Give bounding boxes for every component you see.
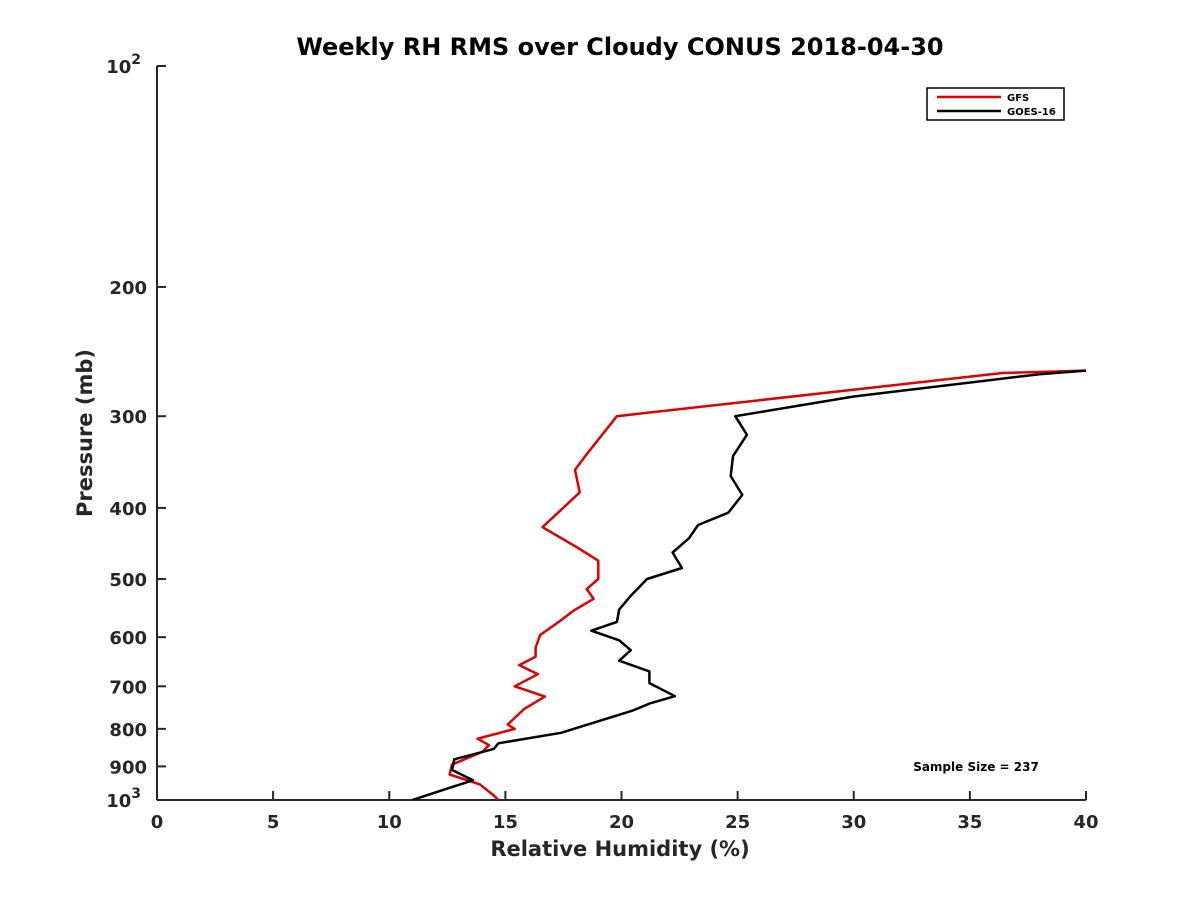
x-tick-label: 15 bbox=[493, 812, 518, 833]
y-tick-label: 900 bbox=[109, 757, 147, 778]
y-tick-label: 800 bbox=[109, 720, 147, 741]
x-axis-label: Relative Humidity (%) bbox=[490, 837, 749, 861]
plot-area bbox=[412, 369, 1086, 800]
y-tick-label: 400 bbox=[109, 499, 147, 520]
y-tick-label: 300 bbox=[109, 407, 147, 428]
legend-box bbox=[926, 87, 1065, 121]
sample-size-annotation: Sample Size = 237 bbox=[913, 760, 1039, 774]
y-tick-label: 102 bbox=[106, 52, 141, 78]
axes: 0 5 10 15 20 25 30 35 40 102 200 300 400 500 600 700 800… bbox=[106, 52, 1098, 833]
x-tick-label: 5 bbox=[267, 812, 280, 833]
x-tick-label: 25 bbox=[725, 812, 750, 833]
chart-title: Weekly RH RMS over Cloudy CONUS 2018-04-… bbox=[296, 33, 943, 61]
x-tick-label: 10 bbox=[377, 812, 402, 833]
y-tick-label: 700 bbox=[109, 677, 147, 698]
series-line-gfs bbox=[448, 369, 1086, 800]
x-tick-label: 30 bbox=[841, 812, 866, 833]
y-tick-label: 200 bbox=[109, 278, 147, 299]
legend-label-gfs: GFS bbox=[1007, 93, 1029, 104]
x-tick-label: 35 bbox=[957, 812, 982, 833]
x-tick-label: 20 bbox=[609, 812, 634, 833]
y-axis-label: Pressure (mb) bbox=[73, 349, 97, 517]
x-tick-label: 40 bbox=[1073, 812, 1098, 833]
legend-label-goes-16: GOES-16 bbox=[1007, 107, 1056, 118]
x-tick-label: 0 bbox=[151, 812, 164, 833]
y-tick-label: 600 bbox=[109, 628, 147, 649]
y-tick-label: 103 bbox=[106, 786, 141, 812]
legend: GFS GOES-16 bbox=[926, 87, 1065, 121]
y-tick-label: 500 bbox=[109, 570, 147, 591]
series-line-goes-16 bbox=[412, 369, 1086, 800]
